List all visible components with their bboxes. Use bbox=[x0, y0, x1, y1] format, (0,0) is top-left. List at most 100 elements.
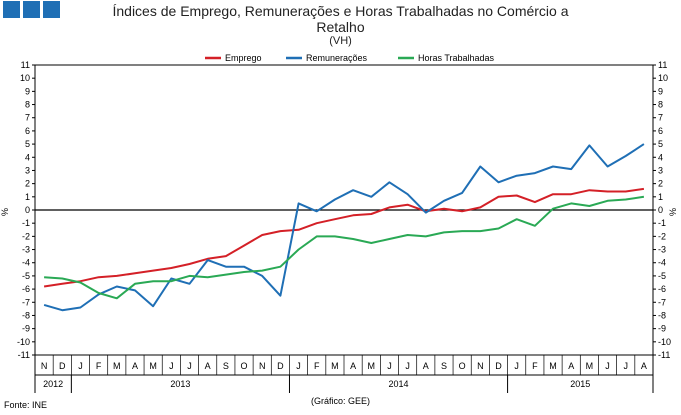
month-tick-label: M bbox=[549, 361, 557, 371]
month-tick-label: A bbox=[568, 361, 574, 371]
y-tick-label-right: 4 bbox=[658, 152, 663, 162]
y-tick-label-right: -1 bbox=[658, 218, 666, 228]
chart-title-line1: Índices de Emprego, Remunerações e Horas… bbox=[112, 3, 569, 19]
series-line-1 bbox=[43, 143, 645, 312]
y-tick-label-right: -10 bbox=[658, 337, 671, 347]
legend-label-1: Remunerações bbox=[306, 53, 368, 63]
y-tick-label-left: 7 bbox=[25, 113, 30, 123]
logo-square-1 bbox=[3, 1, 20, 18]
chart-title: Índices de Emprego, Remunerações e Horas… bbox=[0, 3, 681, 48]
y-tick-label-left: -6 bbox=[22, 284, 30, 294]
y-tick-label-right: -7 bbox=[658, 297, 666, 307]
y-axis-label-left: % bbox=[0, 208, 10, 216]
y-tick-label-right: 8 bbox=[658, 100, 663, 110]
month-tick-label: F bbox=[96, 361, 102, 371]
month-tick-label: F bbox=[532, 361, 538, 371]
year-tick-label: 2012 bbox=[43, 379, 63, 389]
year-tick-label: 2014 bbox=[389, 379, 409, 389]
y-tick-label-left: 4 bbox=[25, 152, 30, 162]
legend-label-2: Horas Trabalhadas bbox=[418, 53, 495, 63]
month-tick-label: J bbox=[78, 361, 83, 371]
y-tick-label-left: 6 bbox=[25, 126, 30, 136]
month-tick-label: D bbox=[495, 361, 502, 371]
y-tick-label-left: 3 bbox=[25, 165, 30, 175]
year-tick-label: 2015 bbox=[570, 379, 590, 389]
y-tick-label-right: 11 bbox=[658, 60, 667, 70]
y-tick-label-right: 5 bbox=[658, 139, 663, 149]
month-tick-label: A bbox=[641, 361, 647, 371]
month-tick-label: D bbox=[59, 361, 66, 371]
y-tick-label-right: 6 bbox=[658, 126, 663, 136]
y-tick-label-left: -1 bbox=[22, 218, 30, 228]
legend-label-0: Emprego bbox=[225, 53, 262, 63]
month-tick-label: J bbox=[623, 361, 628, 371]
month-tick-label: M bbox=[586, 361, 594, 371]
y-tick-label-left: 5 bbox=[25, 139, 30, 149]
year-tick-label: 2013 bbox=[170, 379, 190, 389]
y-tick-label-left: 0 bbox=[25, 205, 30, 215]
month-tick-label: A bbox=[350, 361, 356, 371]
month-tick-label: M bbox=[368, 361, 376, 371]
y-tick-label-right: -2 bbox=[658, 231, 666, 241]
month-tick-label: N bbox=[259, 361, 266, 371]
month-tick-label: A bbox=[132, 361, 138, 371]
y-tick-label-left: 9 bbox=[25, 86, 30, 96]
y-tick-label-left: -4 bbox=[22, 258, 30, 268]
month-tick-label: F bbox=[314, 361, 320, 371]
series-line-2 bbox=[44, 195, 645, 300]
month-tick-label: N bbox=[41, 361, 48, 371]
source-note: Fonte: INE bbox=[4, 400, 48, 410]
y-tick-label-left: -9 bbox=[22, 324, 30, 334]
y-tick-label-right: 7 bbox=[658, 113, 663, 123]
y-tick-label-left: -3 bbox=[22, 245, 30, 255]
y-tick-label-right: -3 bbox=[658, 245, 666, 255]
y-tick-label-left: -5 bbox=[22, 271, 30, 281]
y-tick-label-right: -6 bbox=[658, 284, 666, 294]
y-tick-label-left: 8 bbox=[25, 100, 30, 110]
logo-square-2 bbox=[23, 1, 40, 18]
y-tick-label-left: -2 bbox=[22, 231, 30, 241]
y-tick-label-right: 9 bbox=[658, 86, 663, 96]
y-tick-label-left: 11 bbox=[21, 60, 30, 70]
month-tick-label: N bbox=[477, 361, 484, 371]
month-tick-label: S bbox=[441, 361, 447, 371]
y-tick-label-right: 0 bbox=[658, 205, 663, 215]
y-tick-label-left: 10 bbox=[20, 73, 30, 83]
chart-title-line2: Retalho bbox=[316, 19, 365, 35]
y-tick-label-right: -11 bbox=[658, 350, 670, 360]
y-tick-label-right: -9 bbox=[658, 324, 666, 334]
y-tick-label-right: -5 bbox=[658, 271, 666, 281]
series-line-0 bbox=[43, 187, 645, 288]
month-tick-label: O bbox=[459, 361, 466, 371]
logo-square-3 bbox=[43, 1, 60, 18]
month-tick-label: D bbox=[277, 361, 284, 371]
month-tick-label: J bbox=[514, 361, 519, 371]
month-tick-label: A bbox=[423, 361, 429, 371]
y-tick-label-left: 1 bbox=[25, 192, 30, 202]
y-tick-label-right: -4 bbox=[658, 258, 666, 268]
y-tick-label-right: -8 bbox=[658, 310, 666, 320]
y-tick-label-left: -7 bbox=[22, 297, 30, 307]
month-tick-label: S bbox=[223, 361, 229, 371]
y-tick-label-right: 10 bbox=[658, 73, 668, 83]
y-tick-label-left: -10 bbox=[17, 337, 30, 347]
y-tick-label-right: 2 bbox=[658, 179, 663, 189]
y-axis-label-right: % bbox=[668, 208, 678, 216]
month-tick-label: M bbox=[113, 361, 121, 371]
y-tick-label-right: 1 bbox=[658, 192, 663, 202]
month-tick-label: O bbox=[241, 361, 248, 371]
month-tick-label: J bbox=[296, 361, 301, 371]
y-tick-label-left: -8 bbox=[22, 310, 30, 320]
chart-subtitle: (VH) bbox=[329, 35, 352, 47]
month-tick-label: J bbox=[387, 361, 392, 371]
y-tick-label-right: 3 bbox=[658, 165, 663, 175]
month-tick-label: J bbox=[187, 361, 192, 371]
y-tick-label-left: -11 bbox=[18, 350, 30, 360]
month-tick-label: J bbox=[405, 361, 410, 371]
y-tick-label-left: 2 bbox=[25, 179, 30, 189]
ine-logo bbox=[3, 1, 60, 18]
month-tick-label: M bbox=[149, 361, 157, 371]
chart-credit: (Gráfico: GEE) bbox=[310, 396, 370, 406]
month-tick-label: J bbox=[169, 361, 174, 371]
